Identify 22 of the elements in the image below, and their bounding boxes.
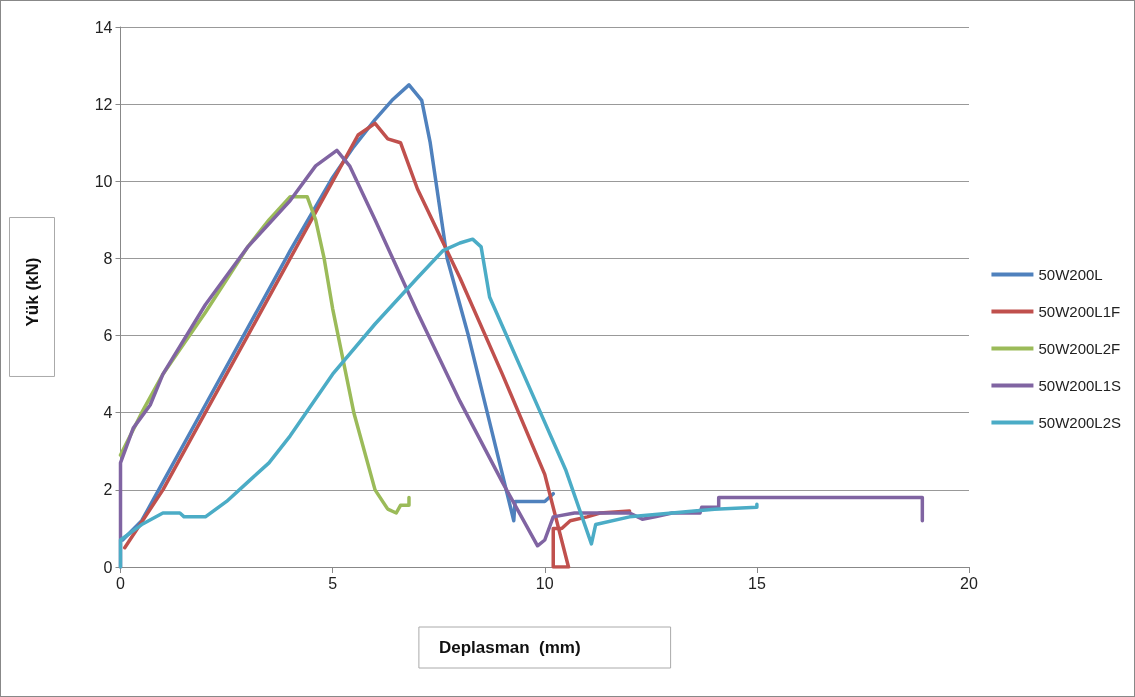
x-tick-label: 10 [535,574,554,592]
y-tick-label: 4 [103,404,113,422]
x-axis-title: Deplasman (mm) [438,638,581,657]
y-tick-label: 12 [94,95,113,113]
legend-label: 50W200L1F [1038,303,1121,320]
y-axis-title: Yük (kN) [22,257,42,327]
y-tick-label: 10 [94,172,113,190]
x-tick-label: 0 [116,574,126,592]
x-tick-label: 20 [960,574,978,592]
x-tick-label: 5 [328,574,338,592]
legend-label: 50W200L1S [1038,377,1121,394]
line-series [122,121,632,569]
y-tick-label: 14 [94,18,113,36]
legend-label: 50W200L2F [1038,340,1121,357]
legend-label: 50W200L2S [1038,414,1121,431]
y-tick-label: 0 [103,558,113,576]
x-tick-label: 15 [747,574,766,592]
line-series [118,237,759,569]
y-tick-label: 6 [103,327,113,345]
y-tick-label: 2 [103,481,113,499]
legend-label: 50W200L [1038,266,1103,283]
y-tick-label: 8 [103,249,113,267]
